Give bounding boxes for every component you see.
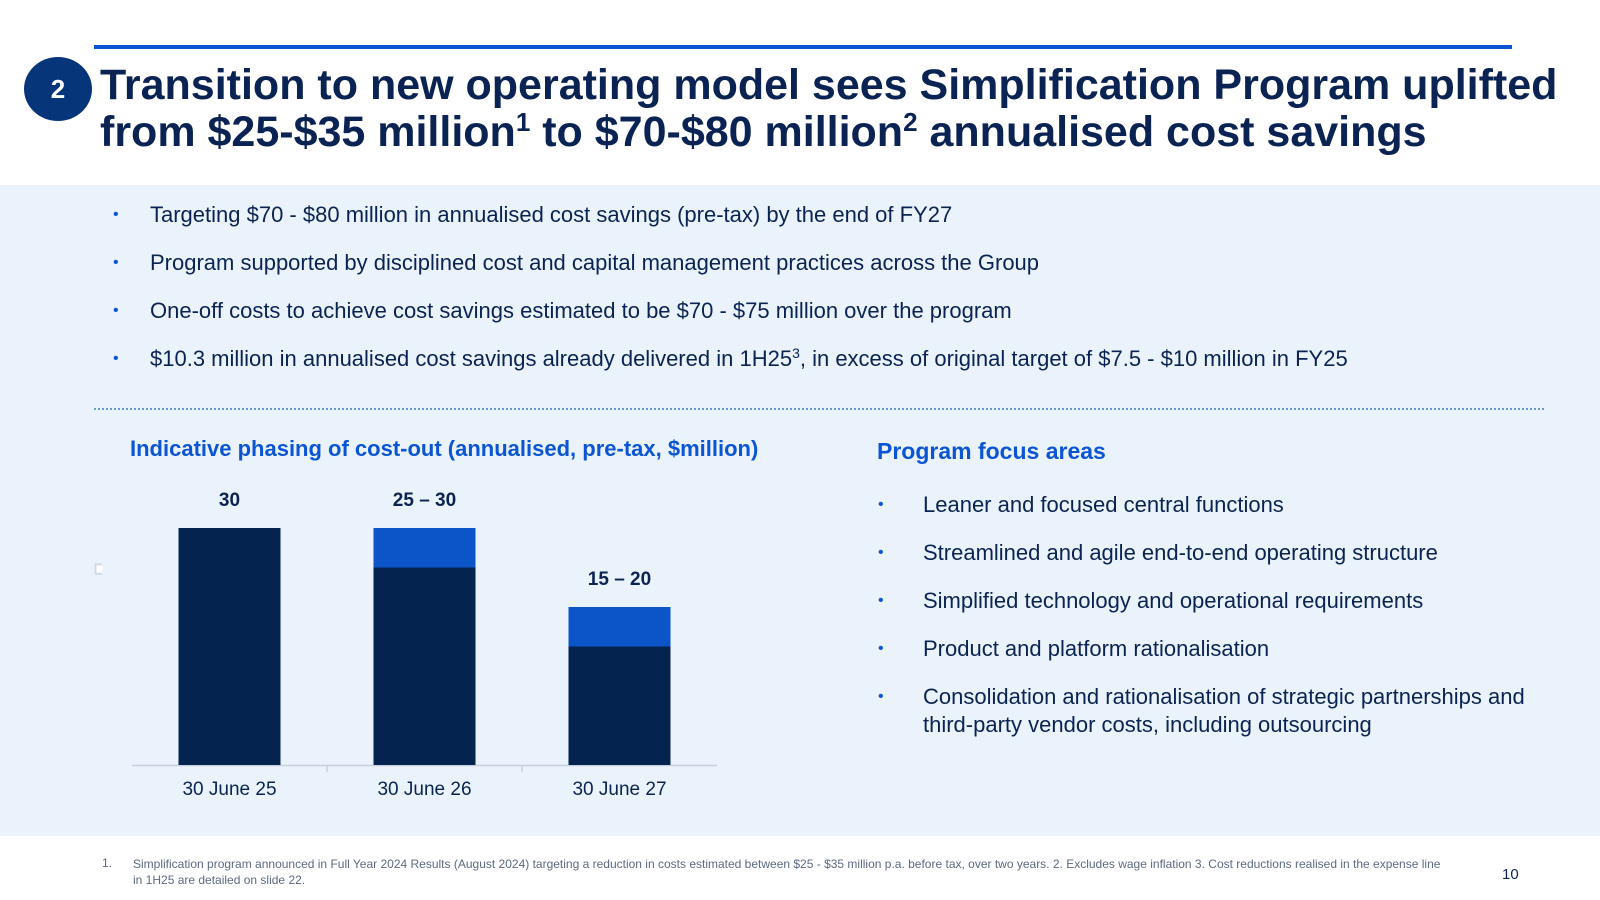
x-tick-label: 30 June 25 (182, 779, 276, 800)
bar-committed (373, 567, 476, 765)
focus-area-text: Simplified technology and operational re… (923, 588, 1424, 613)
section-number-badge: 2 (24, 57, 92, 121)
footnote-ref-1: 1 (515, 107, 531, 137)
summary-bullet: • Program supported by disciplined cost … (113, 249, 1040, 277)
x-tick-label: 30 June 26 (377, 779, 471, 800)
bullet-dot-icon: • (878, 496, 884, 513)
bar-data-label: 25 – 30 (393, 490, 456, 511)
bar-committed (568, 646, 671, 765)
chart-title: Indicative phasing of cost-out (annualis… (130, 436, 759, 461)
footnote-ref-3: 3 (792, 345, 800, 361)
bullet-dot-icon: • (878, 544, 884, 561)
bullet-dot-icon: • (878, 640, 884, 657)
footnote-text: Simplification program announced in Full… (133, 857, 1441, 887)
focus-area-item: • Consolidation and rationalisation of st… (878, 683, 1543, 739)
footnote-ref-2: 2 (903, 107, 918, 137)
title-line-2-part-2: to $70-$80 million (530, 108, 904, 156)
focus-area-item: • Simplified technology and operational r… (878, 587, 1424, 615)
focus-area-item: • Product and platform rationalisation (878, 635, 1270, 663)
summary-bullet-text: Program supported by disciplined cost an… (150, 250, 1040, 275)
x-tick-label: 30 June 27 (572, 779, 666, 800)
title-line-2-part-1: from $25-$35 million (100, 108, 516, 156)
focus-area-text: Streamlined and agile end-to-end operati… (923, 540, 1438, 565)
focus-area-text: Consolidation and rationalisation of str… (923, 684, 1525, 737)
summary-bullet: • $10.3 million in annualised cost savin… (113, 345, 1348, 373)
summary-bullet-text-part-2: , in excess of original target of $7.5 -… (799, 346, 1348, 371)
cost-out-bar-chart: 30 30 June 25 25 – 30 30 June 26 15 – 20 30 J… (132, 490, 717, 800)
bar-data-label: 30 (219, 490, 240, 511)
bullet-dot-icon: • (878, 688, 884, 705)
page-title: Transition to new operating model sees S… (100, 62, 1580, 156)
summary-bullet-text: One-off costs to achieve cost savings es… (150, 298, 1012, 323)
title-line-1: Transition to new operating model sees S… (100, 61, 1558, 109)
title-line-2-part-3: annualised cost savings (917, 108, 1427, 156)
summary-bullet: • One-off costs to achieve cost savings … (113, 297, 1012, 325)
summary-bullet-text: $10.3 million in annualised cost savings… (150, 346, 1348, 371)
bullet-dot-icon: • (878, 592, 884, 609)
section-divider (94, 408, 1544, 410)
title-rule (94, 45, 1512, 49)
summary-bullet: • Targeting $70 - $80 million in annuali… (113, 201, 953, 229)
focus-areas-title: Program focus areas (877, 438, 1106, 464)
focus-area-item: • Streamlined and agile end-to-end operat… (878, 539, 1438, 567)
bullet-dot-icon: • (113, 302, 119, 319)
focus-area-item: • Leaner and focused central functions (878, 491, 1284, 519)
focus-area-text: Product and platform rationalisation (923, 636, 1270, 661)
focus-area-text: Leaner and focused central functions (923, 492, 1284, 517)
footnote-number: 1. (102, 856, 113, 870)
page-number: 10 (1502, 866, 1519, 883)
bar-committed (178, 528, 281, 765)
bar-range (373, 528, 476, 568)
summary-bullet-text: Targeting $70 - $80 million in annualise… (150, 202, 953, 227)
bullet-dot-icon: • (113, 254, 119, 271)
summary-bullet-text-part-1: $10.3 million in annualised cost savings… (150, 346, 793, 371)
bullet-dot-icon: • (113, 350, 119, 367)
bullet-dot-icon: • (113, 206, 119, 223)
bar-range (568, 607, 671, 647)
bar-data-label: 15 – 20 (588, 569, 651, 590)
